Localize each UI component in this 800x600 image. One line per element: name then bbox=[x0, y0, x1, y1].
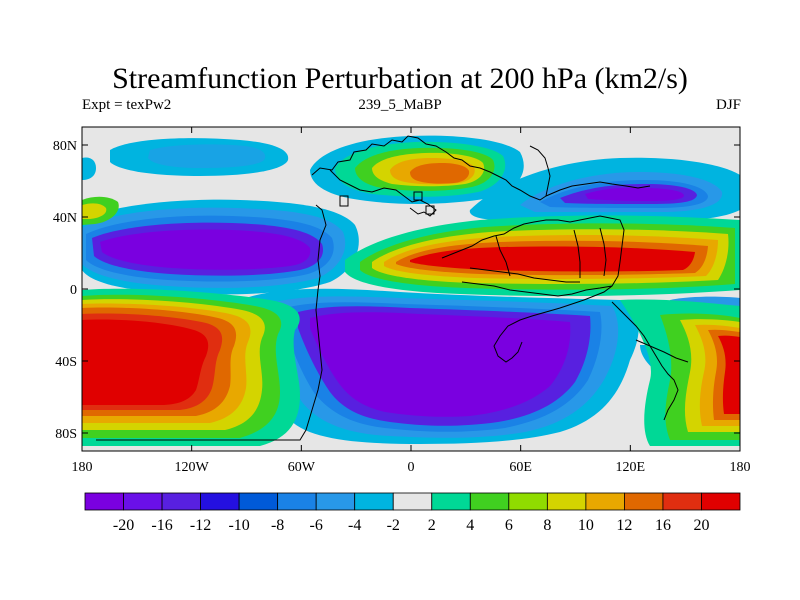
contour-pos-ne-core bbox=[410, 246, 695, 272]
colorbar-swatch-9 bbox=[431, 492, 471, 511]
lat-tick-label: 40N bbox=[53, 211, 77, 226]
lon-tick-label: 120W bbox=[175, 460, 210, 475]
contour-neg-south-core bbox=[310, 312, 571, 417]
colorbar-swatch-12 bbox=[546, 492, 587, 511]
contour-neg-left-mid bbox=[82, 157, 96, 180]
colorbar-swatch-5 bbox=[277, 492, 317, 511]
colorbar-swatch-0 bbox=[84, 492, 124, 511]
colorbar-label: 4 bbox=[466, 517, 474, 534]
colorbar-swatch-15 bbox=[662, 492, 702, 511]
colorbar-swatch-11 bbox=[508, 492, 548, 511]
lat-tick-label: 40S bbox=[55, 355, 77, 370]
colorbar-swatch-4 bbox=[238, 492, 279, 511]
contour-neg-top-left-inner bbox=[148, 144, 266, 168]
contour-field bbox=[82, 135, 740, 446]
colorbar-swatch-14 bbox=[624, 492, 664, 511]
colorbar-swatch-8 bbox=[392, 492, 433, 511]
map-axes: 180 120W 60W 0 60E 120E 180 80N 40N 0 40S 80S bbox=[53, 127, 751, 475]
colorbar-swatch-10 bbox=[469, 492, 510, 511]
land-outlines bbox=[96, 135, 689, 441]
run-label: 239_5_MaBP bbox=[358, 97, 442, 113]
colorbar-label: -12 bbox=[190, 517, 211, 534]
lat-tick-label: 80N bbox=[53, 139, 77, 154]
contour-neg-ne-core bbox=[585, 187, 684, 201]
colorbar-swatch-13 bbox=[585, 492, 625, 511]
contour-pos-sw-core bbox=[82, 319, 209, 405]
lon-tick-label: 120E bbox=[616, 460, 646, 475]
colorbar-swatch-7 bbox=[354, 492, 394, 511]
colorbar-label: -2 bbox=[387, 517, 400, 534]
colorbar-label: -16 bbox=[151, 517, 172, 534]
contour-pos-n-core bbox=[410, 163, 470, 184]
colorbar-label: -6 bbox=[310, 517, 323, 534]
colorbar-label: 12 bbox=[616, 517, 632, 534]
colorbar-swatch-3 bbox=[200, 492, 240, 511]
contour-pos-nw-inner bbox=[82, 203, 107, 219]
colorbar-swatch-2 bbox=[161, 492, 201, 511]
colorbar-label: 8 bbox=[543, 517, 551, 534]
colorbar-label: -4 bbox=[348, 517, 361, 534]
lon-tick-label: 60E bbox=[509, 460, 532, 475]
lon-tick-label: 60W bbox=[288, 460, 316, 475]
colorbar-swatch-16 bbox=[701, 492, 741, 511]
contour-pos-se-core bbox=[718, 335, 740, 414]
lon-tick-label: 180 bbox=[730, 460, 751, 475]
lat-tick-label: 80S bbox=[55, 427, 77, 442]
season-label: DJF bbox=[715, 97, 741, 113]
colorbar-label: 2 bbox=[428, 517, 436, 534]
lat-tick-label: 0 bbox=[70, 283, 77, 298]
colorbar: -20 -16 -12 -10 -8 -6 -4 -2 2 4 6 8 10 12 16 20 bbox=[84, 492, 741, 534]
colorbar-label: 10 bbox=[578, 517, 594, 534]
colorbar-label: -20 bbox=[113, 517, 134, 534]
lon-tick-label: 0 bbox=[408, 460, 415, 475]
colorbar-label: 20 bbox=[693, 517, 709, 534]
colorbar-swatch-6 bbox=[315, 492, 356, 511]
contour-neg-nw-core bbox=[100, 229, 311, 270]
colorbar-label: -10 bbox=[228, 517, 249, 534]
lon-tick-label: 180 bbox=[72, 460, 93, 475]
colorbar-swatch-1 bbox=[123, 492, 163, 511]
colorbar-label: -8 bbox=[271, 517, 284, 534]
colorbar-label: 6 bbox=[505, 517, 513, 534]
experiment-label: Expt = texPw2 bbox=[82, 97, 172, 113]
map-title: Streamfunction Perturbation at 200 hPa (… bbox=[112, 62, 688, 95]
colorbar-label: 16 bbox=[655, 517, 671, 534]
